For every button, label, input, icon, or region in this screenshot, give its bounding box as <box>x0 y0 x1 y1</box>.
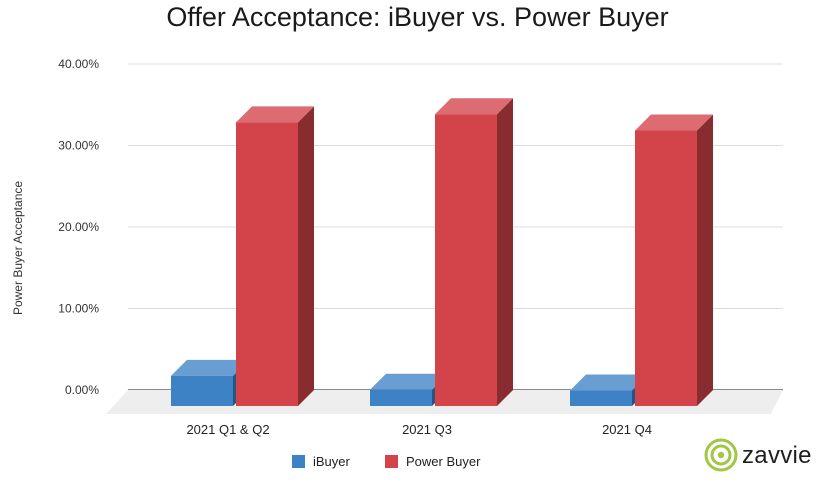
legend-label: iBuyer <box>313 454 351 469</box>
bar-side <box>697 114 713 406</box>
x-category-label: 2021 Q1 & Q2 <box>186 422 269 437</box>
bar-front <box>435 114 497 406</box>
bar-side <box>298 106 314 406</box>
y-tick-label: 0.00% <box>65 383 99 397</box>
bar-front <box>570 390 632 406</box>
y-tick-label: 40.00% <box>58 57 99 71</box>
bar-power-buyer <box>635 114 713 406</box>
y-tick-label: 10.00% <box>58 302 99 316</box>
zavvie-logo-text: zavvie <box>742 442 812 469</box>
bar-front <box>370 389 432 406</box>
y-tick-label: 30.00% <box>58 139 99 153</box>
legend-swatch <box>292 455 305 468</box>
bar-front <box>236 122 298 406</box>
bar-top <box>370 373 448 390</box>
bar-power-buyer <box>435 98 513 406</box>
bar-power-buyer <box>236 106 314 406</box>
legend-label: Power Buyer <box>406 454 481 469</box>
x-category-label: 2021 Q4 <box>602 422 652 437</box>
x-category-label: 2021 Q3 <box>402 422 452 437</box>
bar-top <box>236 106 314 123</box>
bar-top <box>570 374 648 391</box>
bar-side <box>497 98 513 406</box>
bars <box>171 98 713 406</box>
bar-top <box>435 98 513 115</box>
bar-front <box>635 130 697 406</box>
bar-top <box>171 359 249 376</box>
zavvie-logo: zavvie <box>704 436 824 476</box>
chart-title: Offer Acceptance: iBuyer vs. Power Buyer <box>166 2 669 32</box>
bar-front <box>171 375 233 406</box>
zavvie-logo-icon <box>704 438 738 472</box>
y-axis-label: Power Buyer Acceptance <box>11 181 25 315</box>
legend: iBuyer Power Buyer <box>292 454 481 469</box>
legend-swatch <box>385 455 398 468</box>
y-axis-ticks: 0.00% 10.00% 20.00% 30.00% 40.00% <box>58 57 99 397</box>
category-labels: 2021 Q1 & Q2 2021 Q3 2021 Q4 <box>186 422 652 437</box>
y-tick-label: 20.00% <box>58 220 99 234</box>
bar-top <box>635 114 713 131</box>
